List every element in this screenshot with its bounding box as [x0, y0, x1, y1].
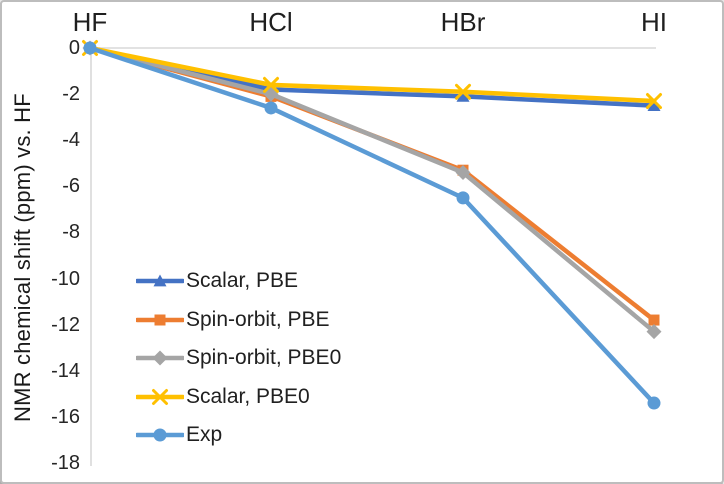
- y-tick-label: -2: [62, 83, 80, 106]
- y-tick-label: -10: [51, 267, 80, 290]
- legend-label-exp: Exp: [186, 423, 223, 446]
- legend-key-exp: [136, 428, 184, 442]
- category-label-hf: HF: [72, 7, 108, 37]
- legend-item-exp[interactable]: Exp: [136, 423, 341, 446]
- legend-item-spin-orbit-pbe[interactable]: Spin-orbit, PBE: [136, 307, 341, 331]
- legend-item-scalar-pbe0[interactable]: Scalar, PBE0: [136, 384, 341, 408]
- legend-item-spin-orbit-pbe0[interactable]: Spin-orbit, PBE0: [136, 346, 342, 369]
- legend: Scalar, PBE Spin-orbit, PBE Spin-orbit, …: [136, 269, 342, 446]
- legend-label-spin-orbit-pbe: Spin-orbit, PBE: [186, 307, 330, 331]
- legend-item-scalar-pbe[interactable]: Scalar, PBE: [136, 269, 341, 292]
- y-tick-label: -14: [51, 359, 80, 382]
- y-axis-title: NMR chemical shift (ppm) vs. HF: [10, 93, 35, 422]
- legend-key-scalar-pbe: [136, 274, 184, 287]
- legend-key-scalar-pbe0: [136, 388, 184, 405]
- legend-key-spin-orbit-pbe: [136, 314, 184, 325]
- y-tick-label: 0: [68, 37, 80, 59]
- series-exp: [83, 41, 661, 410]
- category-label-hi: HI: [641, 7, 667, 37]
- legend-label-spin-orbit-pbe0: Spin-orbit, PBE0: [186, 346, 342, 369]
- y-tick-label: -18: [51, 452, 80, 474]
- y-tick-label: -6: [62, 175, 80, 198]
- y-tick-label: -8: [62, 221, 80, 244]
- category-label-hbr: HBr: [440, 7, 486, 37]
- legend-label-scalar-pbe: Scalar, PBE: [186, 269, 299, 292]
- y-tick-label: -16: [51, 405, 80, 428]
- legend-key-spin-orbit-pbe0: [136, 350, 184, 366]
- y-tick-label: -12: [51, 313, 80, 336]
- category-label-hcl: HCl: [249, 7, 293, 37]
- legend-label-scalar-pbe0: Scalar, PBE0: [186, 384, 310, 408]
- y-tick-label: -4: [62, 129, 80, 152]
